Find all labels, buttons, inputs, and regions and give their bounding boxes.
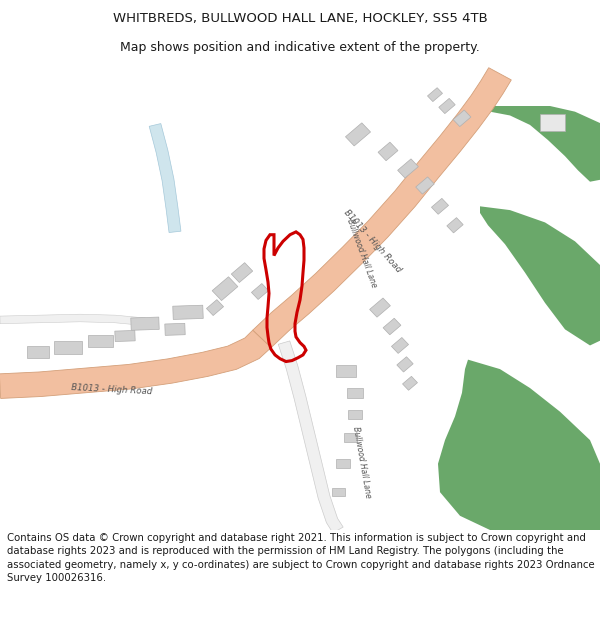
Text: WHITBREDS, BULLWOOD HALL LANE, HOCKLEY, SS5 4TB: WHITBREDS, BULLWOOD HALL LANE, HOCKLEY, …	[113, 12, 487, 25]
Polygon shape	[231, 262, 253, 282]
Polygon shape	[480, 206, 600, 346]
Polygon shape	[540, 114, 565, 131]
Text: Bullwood Hall Lane: Bullwood Hall Lane	[345, 218, 378, 289]
Polygon shape	[398, 159, 418, 178]
Polygon shape	[438, 359, 600, 530]
Polygon shape	[370, 298, 391, 317]
Polygon shape	[0, 330, 271, 398]
Polygon shape	[115, 331, 135, 341]
Polygon shape	[212, 277, 238, 301]
Polygon shape	[149, 124, 181, 232]
Polygon shape	[470, 106, 600, 182]
Polygon shape	[331, 488, 344, 496]
Polygon shape	[253, 68, 511, 348]
Polygon shape	[336, 459, 350, 469]
Polygon shape	[453, 110, 471, 127]
Polygon shape	[165, 323, 185, 336]
Polygon shape	[403, 376, 418, 390]
Polygon shape	[346, 123, 371, 146]
Polygon shape	[439, 98, 455, 114]
Polygon shape	[347, 388, 363, 398]
Polygon shape	[27, 346, 49, 358]
Polygon shape	[251, 284, 269, 299]
Polygon shape	[336, 366, 356, 377]
Text: Map shows position and indicative extent of the property.: Map shows position and indicative extent…	[120, 41, 480, 54]
Text: B1013 - High Road: B1013 - High Road	[341, 208, 403, 274]
Polygon shape	[447, 217, 463, 233]
Polygon shape	[383, 318, 401, 335]
Text: Contains OS data © Crown copyright and database right 2021. This information is : Contains OS data © Crown copyright and d…	[7, 533, 595, 582]
Polygon shape	[343, 432, 356, 442]
Text: Bullwood Hall Lane: Bullwood Hall Lane	[351, 426, 373, 498]
Polygon shape	[173, 305, 203, 319]
Polygon shape	[416, 177, 434, 194]
Polygon shape	[54, 341, 82, 354]
Polygon shape	[206, 299, 224, 316]
Polygon shape	[427, 88, 443, 102]
Polygon shape	[0, 314, 145, 326]
Polygon shape	[131, 317, 159, 330]
Polygon shape	[378, 142, 398, 161]
Polygon shape	[397, 357, 413, 372]
Polygon shape	[431, 198, 449, 214]
Polygon shape	[278, 341, 343, 533]
Text: B1013 - High Road: B1013 - High Road	[71, 383, 153, 396]
Polygon shape	[348, 410, 362, 419]
Polygon shape	[391, 338, 409, 353]
Polygon shape	[88, 334, 113, 347]
